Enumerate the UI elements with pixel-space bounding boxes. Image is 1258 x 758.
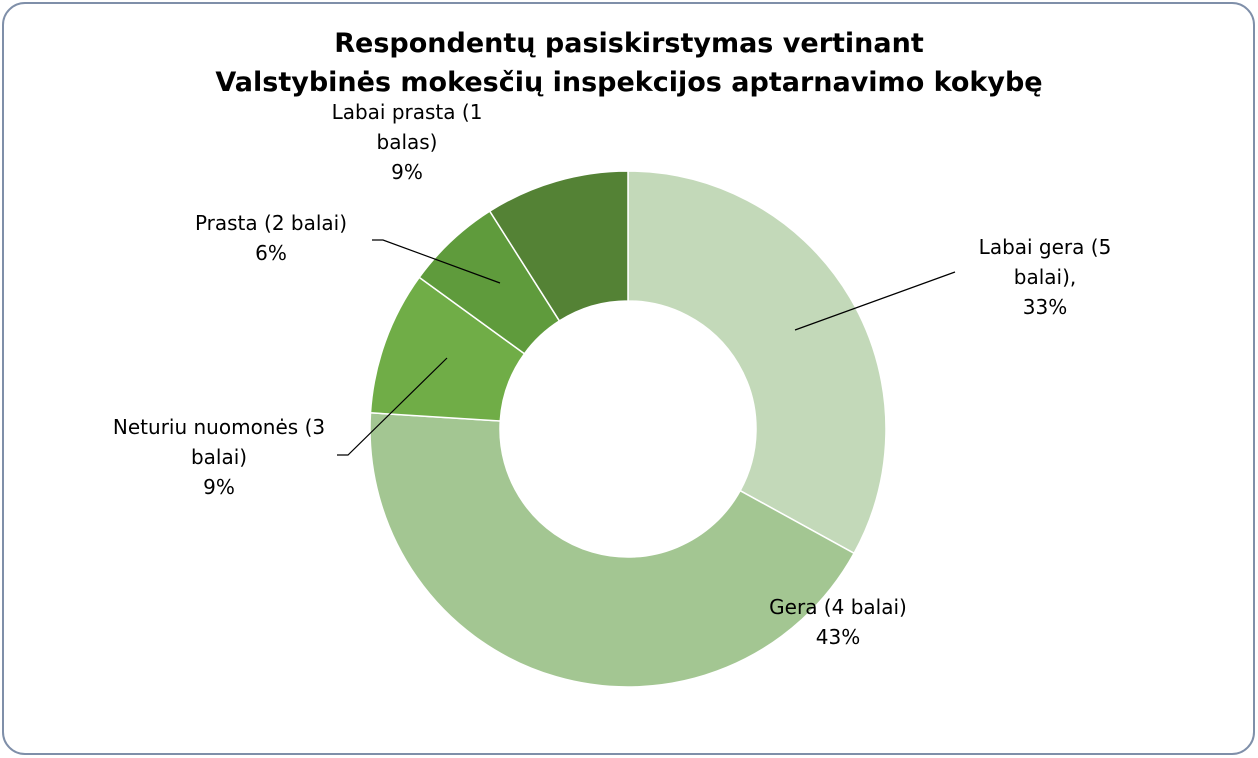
value-label: 9% [203, 475, 235, 499]
leader-line [794, 271, 956, 331]
data-label: Prasta (2 balai) 6% [156, 208, 386, 268]
value-label: 43% [815, 625, 861, 649]
donut-slice [369, 412, 856, 688]
data-label: Neturiu nuomonės (3 balai) 9% [107, 412, 332, 502]
category-label: Gera (4 balai) [769, 595, 907, 619]
data-label: Labai gera (5 balai), 33% [958, 232, 1133, 322]
value-label: 33% [1022, 295, 1068, 319]
value-label: 6% [255, 241, 287, 265]
value-label: 9% [391, 160, 423, 184]
category-label: Labai prasta (1 balas) [331, 100, 483, 154]
donut-slice [627, 170, 887, 555]
leader-line [372, 239, 501, 284]
data-label: Labai prasta (1 balas) 9% [312, 97, 502, 187]
donut-slice [488, 170, 629, 322]
category-label: Neturiu nuomonės (3 balai) [112, 415, 326, 469]
leader-line [337, 357, 448, 456]
data-label: Gera (4 balai) 43% [718, 592, 958, 652]
chart-title: Respondentų pasiskirstymas vertinant Val… [215, 28, 1043, 98]
category-label: Prasta (2 balai) [194, 211, 348, 235]
category-label: Labai gera (5 balai), [978, 235, 1112, 289]
